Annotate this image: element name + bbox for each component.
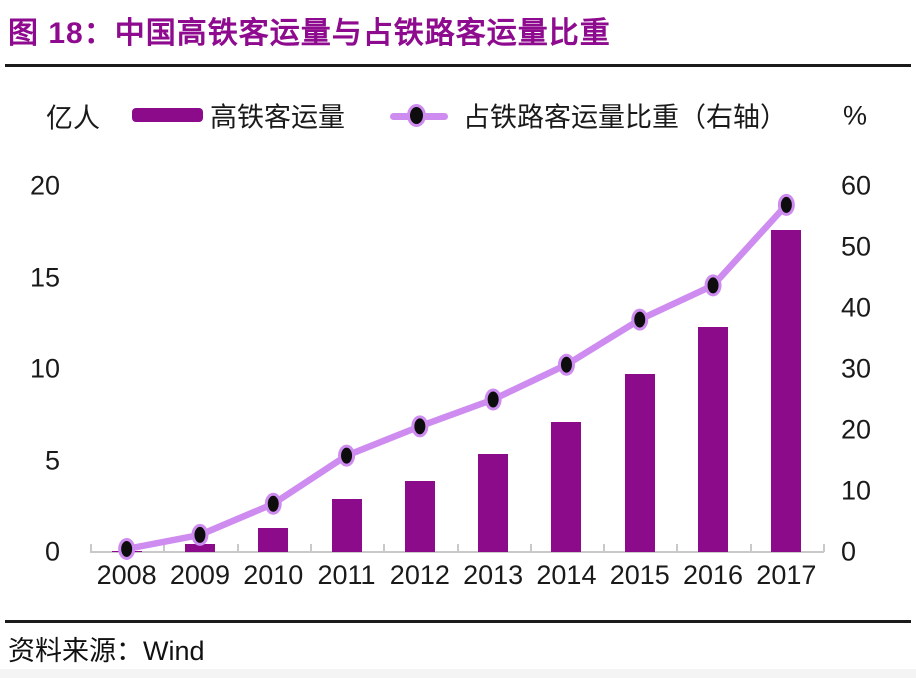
- x-axis-label-2013: 2013: [463, 560, 524, 590]
- right-axis-tick-20: 20: [841, 414, 872, 445]
- source-line: 资料来源：Wind: [8, 629, 205, 668]
- bar-2013: [478, 454, 509, 552]
- legend-line-label: 占铁路客运量比重（右轴）: [463, 102, 787, 133]
- marker-2015: [631, 308, 649, 331]
- bar-2014: [551, 422, 582, 552]
- right-axis-tick-10: 10: [841, 475, 872, 506]
- line-legend-marker-icon: [407, 104, 426, 127]
- right-axis-tick-0: 0: [841, 536, 857, 567]
- title-divider: [5, 64, 911, 67]
- bar-2011: [331, 498, 362, 552]
- left-axis-tick-0: 0: [44, 536, 60, 567]
- left-axis-unit: 亿人: [46, 103, 100, 134]
- x-axis-tick: [823, 544, 825, 552]
- x-axis-tick: [309, 544, 312, 552]
- marker-2013: [484, 388, 502, 411]
- x-axis-label-2016: 2016: [683, 560, 744, 590]
- bar-2012: [404, 480, 435, 552]
- x-axis-tick: [676, 544, 679, 552]
- right-axis-tick-60: 60: [841, 170, 872, 201]
- marker-2017: [777, 193, 795, 216]
- x-axis-label-2011: 2011: [317, 560, 376, 590]
- x-axis-label-2008: 2008: [96, 560, 157, 590]
- x-axis-label-2014: 2014: [536, 560, 597, 590]
- marker-2012: [411, 415, 429, 438]
- legend-bars-label: 高铁客运量: [210, 102, 345, 133]
- left-axis-tick-5: 5: [44, 445, 60, 475]
- bar-legend-swatch: [132, 108, 203, 122]
- x-axis-tick: [236, 544, 239, 552]
- x-axis-tick: [603, 544, 606, 552]
- x-axis-tick: [163, 544, 166, 552]
- source-divider: [5, 620, 911, 623]
- bar-2010: [258, 527, 289, 552]
- bar-2016: [698, 326, 729, 552]
- x-axis-label-2009: 2009: [169, 560, 230, 590]
- left-axis-tick-10: 10: [29, 353, 60, 384]
- right-axis-tick-50: 50: [841, 231, 872, 262]
- left-axis-tick-20: 20: [29, 170, 60, 201]
- figure-title: 图 18：中国高铁客运量与占铁路客运量比重: [8, 17, 611, 50]
- page-bottom-edge: [0, 669, 916, 678]
- bar-2017: [771, 229, 802, 552]
- bar-2009: [184, 543, 215, 552]
- share-line: [123, 201, 790, 553]
- marker-2010: [264, 492, 282, 515]
- x-axis-tick: [749, 544, 752, 552]
- bar-2008: [111, 550, 142, 552]
- marker-2016: [704, 274, 722, 297]
- left-axis-tick-15: 15: [29, 262, 60, 292]
- source-label: 资料来源：: [8, 636, 143, 666]
- x-axis-tick: [529, 544, 532, 552]
- x-axis-label-2017: 2017: [756, 560, 817, 590]
- source-value: Wind: [143, 636, 205, 666]
- x-axis-label-2012: 2012: [389, 560, 450, 590]
- right-axis-tick-30: 30: [841, 353, 872, 384]
- x-axis-label-2010: 2010: [243, 560, 304, 590]
- marker-2008: [118, 537, 136, 560]
- x-axis-label-2015: 2015: [609, 560, 670, 590]
- x-axis-tick: [90, 544, 92, 552]
- right-axis-unit: %: [843, 100, 868, 131]
- right-axis-tick-40: 40: [841, 292, 872, 323]
- x-axis-tick: [383, 544, 386, 552]
- marker-2009: [191, 523, 209, 546]
- x-axis-tick: [456, 544, 459, 552]
- marker-2014: [557, 353, 575, 376]
- bar-2015: [624, 374, 655, 552]
- marker-2011: [338, 444, 356, 467]
